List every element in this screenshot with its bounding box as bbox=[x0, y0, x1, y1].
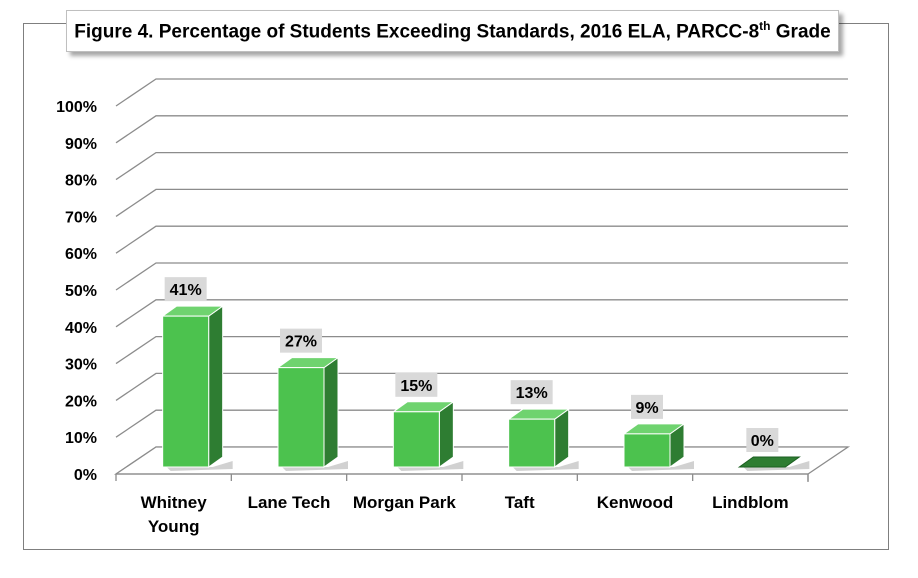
data-label-box bbox=[631, 394, 663, 419]
gridline bbox=[115, 78, 848, 107]
data-label: 41% bbox=[170, 282, 202, 299]
y-tick-label: 70% bbox=[65, 209, 97, 226]
x-category-label: Morgan Park bbox=[353, 493, 457, 512]
data-label-box bbox=[164, 277, 207, 302]
x-category-label: Lindblom bbox=[712, 493, 788, 512]
bar-shadow bbox=[628, 461, 694, 471]
data-label: 0% bbox=[751, 433, 774, 450]
data-label: 15% bbox=[400, 378, 432, 395]
y-tick-label: 50% bbox=[65, 283, 97, 300]
gridline bbox=[115, 115, 848, 144]
y-tick-label: 20% bbox=[65, 393, 97, 410]
y-tick-label: 80% bbox=[65, 173, 97, 190]
bar bbox=[277, 367, 325, 468]
gridline bbox=[115, 225, 848, 254]
y-tick-label: 90% bbox=[65, 136, 97, 153]
y-tick-label: 40% bbox=[65, 320, 97, 337]
y-tick-label: 100% bbox=[56, 99, 97, 116]
bar bbox=[508, 418, 556, 468]
bar-side bbox=[438, 400, 454, 468]
x-category-label: Kenwood bbox=[597, 493, 674, 512]
y-tick-label: 0% bbox=[74, 467, 97, 484]
data-label-box bbox=[280, 328, 322, 353]
y-tick-label: 30% bbox=[65, 357, 97, 374]
bar bbox=[162, 315, 210, 468]
bar bbox=[623, 433, 671, 468]
chart-floor bbox=[113, 446, 851, 475]
bar-side bbox=[323, 356, 339, 468]
data-label: 9% bbox=[635, 400, 658, 417]
x-category-label: Whitney bbox=[141, 493, 208, 512]
gridline bbox=[115, 151, 848, 181]
bar bbox=[392, 411, 440, 468]
gridline bbox=[115, 372, 848, 401]
bar-shadow bbox=[282, 461, 348, 471]
bar-shadow bbox=[512, 461, 579, 471]
bar-shadow bbox=[166, 461, 233, 471]
y-tick-label: 60% bbox=[65, 246, 97, 263]
gridline bbox=[115, 409, 848, 438]
gridline bbox=[115, 262, 848, 291]
data-label-box bbox=[510, 380, 553, 405]
gridline bbox=[115, 335, 848, 365]
x-category-label: Young bbox=[148, 517, 200, 536]
data-label-box bbox=[395, 372, 438, 397]
chart-title: Figure 4. Percentage of Students Exceedi… bbox=[74, 18, 831, 43]
data-label: 27% bbox=[285, 334, 317, 351]
x-category-label: Lane Tech bbox=[248, 493, 331, 512]
bar-side bbox=[208, 305, 224, 468]
data-label: 13% bbox=[516, 385, 548, 402]
y-tick-label: 10% bbox=[65, 430, 97, 447]
bar-shadow bbox=[397, 461, 464, 471]
chart-title-box: Figure 4. Percentage of Students Exceedi… bbox=[66, 10, 839, 52]
x-category-label: Taft bbox=[505, 493, 535, 512]
gridline bbox=[115, 299, 848, 328]
bar-shadow bbox=[743, 461, 810, 471]
data-label-box bbox=[746, 428, 779, 452]
gridline bbox=[115, 188, 848, 217]
bar bbox=[737, 456, 801, 468]
